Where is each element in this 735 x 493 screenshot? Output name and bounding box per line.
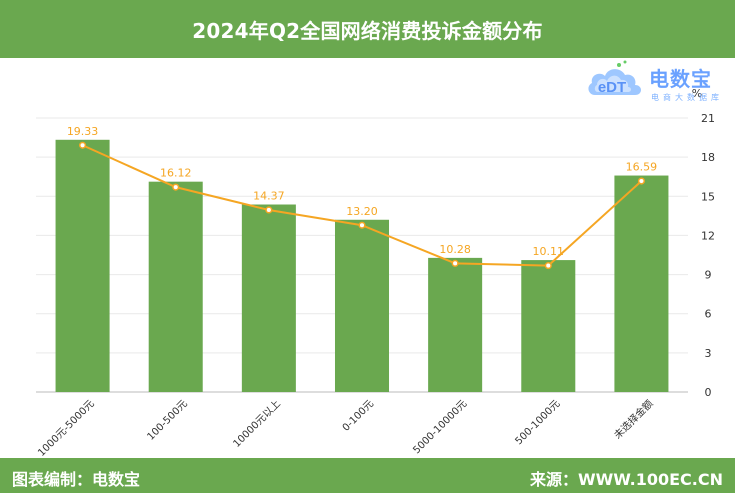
y-tick-label: 9 <box>705 269 712 282</box>
y-tick-label: 3 <box>705 347 712 360</box>
footer-credit: 图表编制：电数宝 <box>12 470 141 489</box>
data-label: 16.59 <box>626 161 658 174</box>
line-layer <box>79 141 645 270</box>
cloud-eDT-logo-icon: eDT <box>588 60 641 96</box>
y-tick-label: 12 <box>701 229 715 242</box>
chart-title: 2024年Q2全国网络消费投诉金额分布 <box>192 18 543 43</box>
y-tick-label: 15 <box>701 190 715 203</box>
y-tick-label: 0 <box>705 386 712 399</box>
line-point <box>451 259 459 267</box>
logo-subtitle: 电商大数据库 <box>651 93 723 102</box>
y-tick-label: 6 <box>705 308 712 321</box>
line-point <box>79 141 87 149</box>
logo-badge-text: eDT <box>598 79 626 96</box>
y-axis-unit: % <box>692 87 702 100</box>
chart-header: 2024年Q2全国网络消费投诉金额分布 <box>0 0 735 58</box>
bar <box>334 219 390 392</box>
logo-brand: 电数宝 <box>649 67 712 91</box>
data-label: 16.12 <box>160 167 192 180</box>
chart-footer: 图表编制：电数宝 来源：WWW.100EC.CN <box>0 458 735 493</box>
data-label: 10.28 <box>439 243 471 256</box>
line-point <box>265 206 273 214</box>
line-point <box>544 262 552 270</box>
chart-area: 19.33 16.12 14.37 13.20 10.28 10.11 16.59 0 3 6 9… <box>36 87 715 458</box>
bar <box>148 181 203 392</box>
bar <box>55 139 110 392</box>
x-tick-label: 100-500元 <box>145 398 189 442</box>
x-tick-label: 10000元以上 <box>231 398 283 450</box>
bar-layer <box>55 139 669 392</box>
bar <box>614 175 669 392</box>
x-tick-label: 0-100元 <box>341 398 376 433</box>
data-label: 13.20 <box>346 205 378 218</box>
data-label: 19.33 <box>67 125 99 138</box>
line-point <box>358 221 366 229</box>
line-point <box>637 177 645 185</box>
data-label: 10.11 <box>533 245 565 258</box>
y-tick-label: 18 <box>701 151 715 164</box>
bar <box>241 204 296 392</box>
label-layer: 19.33 16.12 14.37 13.20 10.28 10.11 16.59 <box>67 125 657 258</box>
line-point <box>172 183 180 191</box>
x-tick-label: 5000-10000元 <box>411 398 469 456</box>
x-tick-label: 500-1000元 <box>514 398 563 447</box>
edt-logo: eDT 电数宝 电商大数据库 <box>585 59 719 105</box>
y-tick-label: 21 <box>701 112 715 125</box>
x-tick-label: 1000元-5000元 <box>36 398 96 458</box>
bar <box>428 257 483 392</box>
bar <box>521 260 576 392</box>
x-tick-label: 未选择金额 <box>611 397 656 442</box>
footer-source: 来源：WWW.100EC.CN <box>529 470 723 489</box>
data-label: 14.37 <box>253 190 285 203</box>
